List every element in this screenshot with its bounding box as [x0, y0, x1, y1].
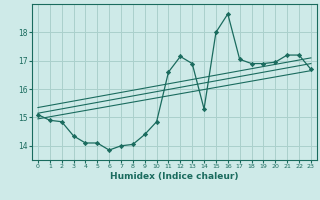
X-axis label: Humidex (Indice chaleur): Humidex (Indice chaleur) — [110, 172, 239, 181]
